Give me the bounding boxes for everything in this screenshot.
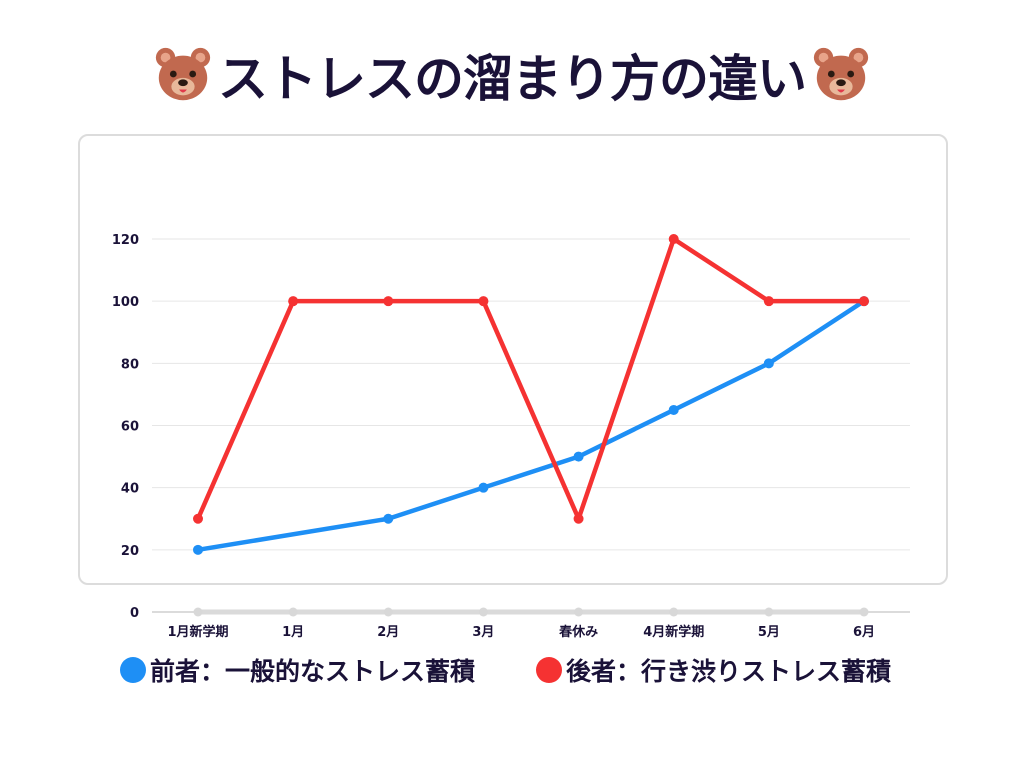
data-point-b bbox=[478, 296, 489, 307]
x-tick-label: 6月 bbox=[853, 625, 875, 640]
y-tick-label: 20 bbox=[121, 544, 139, 559]
data-point-b bbox=[573, 513, 584, 524]
data-point-b bbox=[383, 296, 394, 307]
series-line-b bbox=[195, 236, 867, 521]
bear-face-icon bbox=[155, 47, 211, 101]
y-tick-label: 60 bbox=[121, 420, 139, 435]
x-tick-label: 1月新学期 bbox=[167, 624, 228, 640]
data-point-b bbox=[288, 296, 299, 307]
x-tick-dot bbox=[859, 607, 869, 617]
x-tick-dot bbox=[669, 607, 679, 617]
x-tick-dot bbox=[764, 607, 774, 617]
page-title: ストレスの溜まり方の違い bbox=[218, 50, 807, 108]
data-point-a bbox=[668, 404, 679, 415]
x-tick-label: 1月 bbox=[282, 625, 304, 640]
data-point-b bbox=[859, 296, 869, 307]
data-point-a bbox=[193, 544, 203, 555]
legend-item-series-b: 後者：行き渋りストレス蓄積 bbox=[536, 652, 891, 688]
y-tick-label: 120 bbox=[112, 233, 139, 248]
data-point-b bbox=[763, 296, 774, 307]
data-point-a bbox=[383, 513, 394, 524]
y-tick-label: 0 bbox=[130, 606, 139, 621]
x-tick-dot bbox=[193, 607, 203, 617]
x-tick-dot bbox=[383, 607, 393, 617]
data-point-b bbox=[668, 234, 679, 244]
legend-label-series-a: 前者：一般的なストレス蓄積 bbox=[150, 657, 476, 686]
chart-card bbox=[78, 134, 948, 585]
bear-face-icon bbox=[813, 47, 869, 101]
x-tick-dot bbox=[478, 607, 488, 617]
legend: 前者：一般的なストレス蓄積 後者：行き渋りストレス蓄積 bbox=[0, 652, 1024, 692]
data-point-a bbox=[478, 482, 489, 493]
chart-title-row: ストレスの溜まり方の違い bbox=[0, 38, 1024, 112]
legend-item-series-a: 前者：一般的なストレス蓄積 bbox=[120, 652, 475, 688]
data-point-a bbox=[763, 358, 774, 369]
x-tick-label: 5月 bbox=[758, 625, 780, 640]
legend-swatch-series-a bbox=[120, 657, 146, 683]
y-tick-label: 80 bbox=[121, 357, 139, 372]
x-tick-label: 4月新学期 bbox=[643, 624, 704, 640]
legend-label-series-b: 後者：行き渋りストレス蓄積 bbox=[566, 657, 892, 686]
data-point-a bbox=[573, 451, 584, 462]
y-tick-label: 40 bbox=[121, 482, 139, 497]
x-tick-label: 2月 bbox=[377, 625, 399, 640]
x-tick-label: 春休み bbox=[558, 624, 598, 640]
x-tick-dot bbox=[574, 607, 584, 617]
legend-swatch-series-b bbox=[536, 657, 562, 683]
x-tick-dot bbox=[288, 607, 298, 617]
x-tick-label: 3月 bbox=[472, 625, 494, 640]
y-tick-label: 100 bbox=[112, 295, 139, 310]
data-point-b bbox=[193, 513, 203, 524]
